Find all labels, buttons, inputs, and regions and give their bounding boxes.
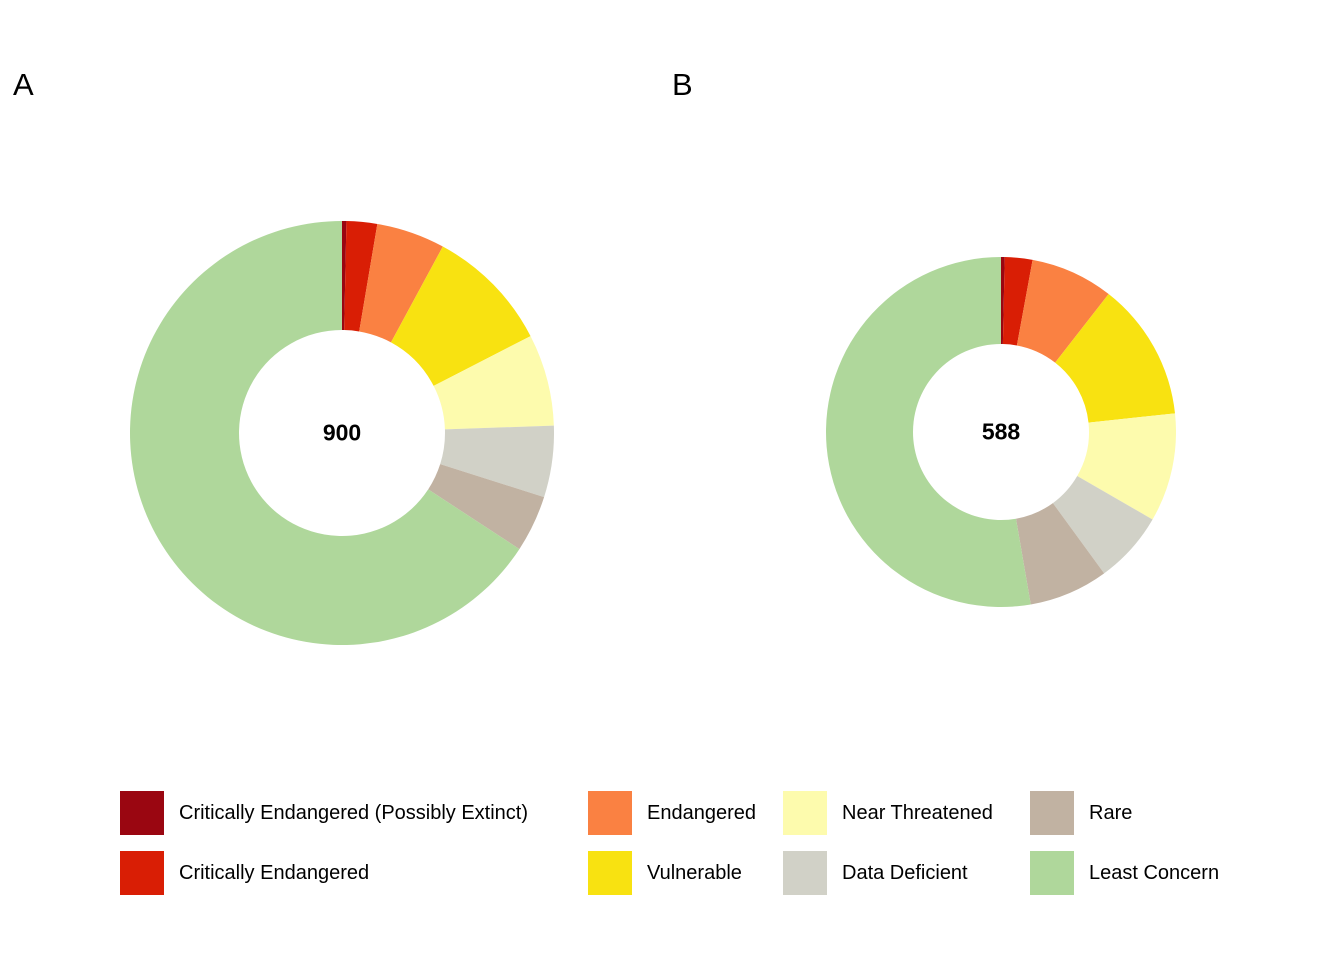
donut-slice-critically-endangered — [1002, 257, 1033, 346]
donut-slice-vulnerable — [1055, 294, 1176, 423]
legend-swatch-near-threatened — [783, 791, 827, 835]
donut-slice-near-threatened — [433, 336, 554, 430]
legend-swatch-rare — [1030, 791, 1074, 835]
legend: Critically Endangered (Possibly Extinct)… — [120, 791, 1219, 895]
donut-slice-rare — [1015, 503, 1105, 605]
legend-label: Near Threatened — [842, 801, 993, 824]
donut-slice-endangered — [359, 223, 443, 343]
legend-swatch-critically-endangered-possibly-extinct — [120, 791, 164, 835]
donut-slice-least-concern — [826, 257, 1031, 607]
legend-label: Least Concern — [1089, 861, 1220, 884]
legend-swatch-data-deficient — [783, 851, 827, 895]
donut-chart-b — [826, 257, 1176, 607]
legend-item: Data Deficient — [783, 851, 1030, 895]
donut-slice-near-threatened — [1077, 413, 1176, 520]
legend-item: Endangered — [588, 791, 783, 835]
legend-swatch-least-concern — [1030, 851, 1074, 895]
donut-slice-data-deficient — [1052, 476, 1153, 574]
donut-slice-least-concern — [130, 221, 520, 645]
donut-slice-data-deficient — [440, 425, 554, 498]
panel-label-b: B — [672, 67, 693, 102]
legend-item: Critically Endangered — [120, 851, 588, 895]
legend-item: Near Threatened — [783, 791, 1030, 835]
donut-a-total: 900 — [322, 419, 362, 446]
legend-item: Least Concern — [1030, 851, 1219, 895]
donut-chart-a — [130, 221, 554, 645]
legend-item: Vulnerable — [588, 851, 783, 895]
legend-item: Rare — [1030, 791, 1219, 835]
legend-item: Critically Endangered (Possibly Extinct) — [120, 791, 588, 835]
legend-label: Vulnerable — [647, 861, 742, 884]
legend-label: Rare — [1089, 801, 1133, 824]
legend-label: Data Deficient — [842, 861, 968, 884]
donut-slice-rare — [428, 464, 545, 550]
legend-swatch-critically-endangered — [120, 851, 164, 895]
legend-label: Critically Endangered (Possibly Extinct) — [179, 801, 529, 824]
legend-swatch-endangered — [588, 791, 632, 835]
legend-swatch-vulnerable — [588, 851, 632, 895]
legend-label: Critically Endangered — [179, 861, 370, 884]
panel-label-a: A — [13, 67, 34, 102]
donut-slice-endangered — [1016, 259, 1109, 363]
donut-slice-critically-endangered — [344, 221, 378, 332]
donut-slice-critically-endangered-possibly-extinct — [1001, 257, 1005, 345]
donut-slice-critically-endangered-possibly-extinct — [342, 221, 347, 331]
legend-label: Endangered — [647, 801, 756, 824]
donut-b-total: 588 — [981, 418, 1021, 445]
donut-slice-vulnerable — [390, 246, 531, 386]
